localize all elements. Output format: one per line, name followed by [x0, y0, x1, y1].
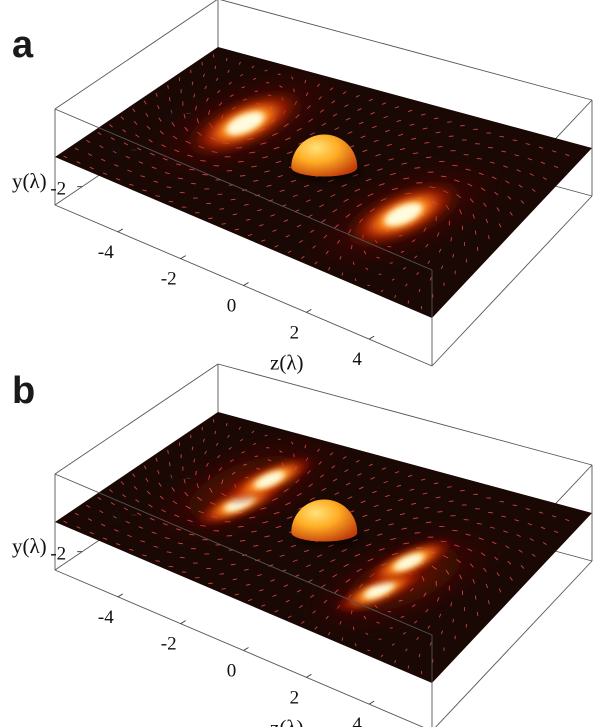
panel-a: -4 -2 0 2 4 2 0 -2 z(λ) y(λ): [12, 0, 593, 375]
y-axis-label: y(λ): [12, 534, 47, 558]
z-tick-label: -2: [161, 634, 177, 655]
y-tick-label: -2: [50, 544, 66, 565]
z-tick-label: 4: [352, 349, 362, 370]
y-tick-label: 2: [165, 470, 175, 491]
z-tick-label: -2: [161, 269, 177, 290]
z-tick-label: -4: [98, 607, 114, 628]
z-axis-label: z(λ): [270, 351, 304, 375]
z-tick-label: -4: [98, 242, 114, 263]
box-front-edges: [54, 108, 433, 366]
y-axis-label: y(λ): [12, 169, 47, 193]
y-tick-label: 0: [111, 507, 121, 528]
z-tick-label: 4: [352, 714, 362, 727]
y-tick-label: 0: [111, 142, 121, 163]
z-axis-label: z(λ): [270, 716, 304, 727]
z-tick-label: 2: [290, 322, 300, 343]
panel-letter-b: b: [12, 370, 36, 412]
field-hotspot: [345, 181, 461, 248]
y-tick-label: 2: [165, 105, 175, 126]
field-hotspot: [191, 454, 318, 529]
panel-b: -4 -2 0 2 4 2 0 -2 z(λ) y(λ): [12, 363, 593, 727]
y-tick-label: -2: [50, 179, 66, 200]
z-tick-label: 0: [227, 296, 237, 317]
z-tick-label: 2: [290, 687, 300, 708]
field-hotspot: [187, 89, 303, 157]
sphere: [291, 499, 363, 548]
panel-letter-a: a: [12, 24, 34, 66]
box-front-edges: [54, 473, 433, 727]
sphere: [291, 134, 363, 183]
z-tick-label: 0: [227, 661, 237, 682]
